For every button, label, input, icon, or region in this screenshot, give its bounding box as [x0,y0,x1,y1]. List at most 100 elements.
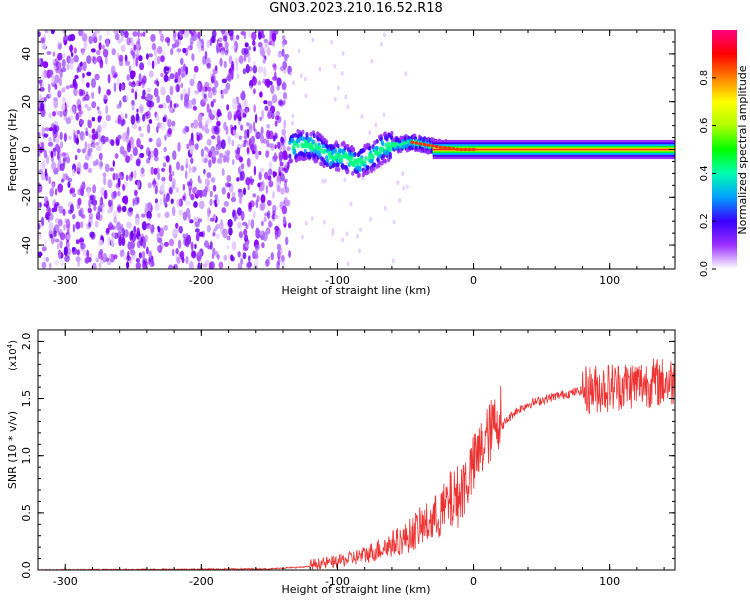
noise-speckle [130,114,136,125]
noise-speckle [214,194,218,200]
noise-speckle [132,57,136,68]
noise-speckle [150,166,154,175]
noise-speckle [159,122,166,131]
noise-speckle [209,198,213,207]
noise-speckle [151,60,155,69]
noise-speckle [133,44,137,51]
noise-speckle [212,86,217,96]
noise-speckle [73,54,79,63]
noise-speckle [69,189,73,195]
noise-speckle [237,262,242,269]
noise-speckle [176,256,181,264]
noise-speckle [135,80,139,87]
noise-speckle [208,261,213,269]
signal-core [467,147,472,152]
noise-speckle [226,149,231,156]
noise-speckle [43,238,47,248]
noise-speckle [57,183,63,193]
noise-speckle [173,103,176,109]
noise-speckle [66,247,72,255]
noise-speckle [221,78,228,84]
noise-speckle [100,187,105,197]
noise-speckle [238,55,244,64]
signal-speckle [351,147,356,152]
noise-speckle [95,73,98,81]
noise-speckle [231,192,236,198]
noise-speckle [199,200,205,210]
noise-speckle [112,210,118,218]
noise-speckle [98,133,101,143]
noise-speckle [124,60,131,66]
noise-speckle [281,254,285,262]
noise-speckle [102,44,105,50]
noise-speckle [310,216,314,221]
noise-speckle [105,55,108,65]
noise-speckle [291,113,295,119]
noise-speckle [246,147,250,154]
noise-speckle [190,251,197,259]
noise-speckle [214,65,218,71]
noise-speckle [269,33,272,44]
signal-speckle [325,139,329,145]
noise-speckle [247,219,251,227]
noise-speckle [268,161,273,169]
noise-speckle [50,30,55,35]
noise-speckle [105,114,111,122]
noise-speckle [340,71,344,76]
snr-background [38,330,675,570]
y-tick-label: 2.0 [20,333,33,351]
noise-speckle [176,48,182,53]
noise-speckle [142,89,146,97]
noise-speckle [146,53,149,60]
noise-speckle [244,47,249,55]
noise-speckle [86,71,92,77]
y-tick-label: 40 [20,47,33,61]
noise-speckle [337,85,340,91]
signal-speckle [312,133,316,139]
noise-speckle [190,122,194,128]
noise-speckle [255,131,261,140]
noise-speckle [87,143,91,150]
noise-speckle [177,68,182,77]
noise-speckle [62,96,66,104]
noise-speckle [217,254,220,260]
noise-speckle [267,100,273,107]
noise-speckle [104,163,110,173]
noise-speckle [175,187,180,193]
noise-speckle [122,252,127,260]
noise-speckle [113,73,117,79]
noise-speckle [274,229,279,236]
noise-speckle [135,115,141,124]
signal-speckle [309,137,313,142]
noise-speckle [304,93,308,99]
noise-speckle [276,52,282,59]
noise-speckle [156,167,160,174]
noise-speckle [349,201,353,207]
noise-speckle [200,38,205,48]
noise-speckle [170,48,174,56]
colorbar-tick-label: 0.2 [699,213,710,229]
noise-speckle [185,157,189,168]
signal-speckle [390,130,394,136]
noise-speckle [126,222,132,229]
noise-speckle [204,240,209,248]
noise-speckle [220,30,226,35]
noise-speckle [41,42,47,50]
noise-speckle [247,46,252,51]
signal-speckle [336,143,340,149]
noise-speckle [184,126,190,133]
noise-speckle [190,132,194,141]
noise-speckle [130,50,135,56]
noise-speckle [86,249,90,259]
noise-speckle [164,66,170,71]
noise-speckle [212,232,216,237]
noise-speckle [404,71,408,77]
noise-speckle [258,150,262,156]
noise-speckle [106,260,112,266]
noise-speckle [230,196,237,203]
noise-speckle [81,77,85,83]
snr-axes: -300 -200 -100 0 100 0.0 0.5 1.0 1.5 2.0 [20,330,675,588]
noise-speckle [186,241,190,248]
noise-speckle [139,144,144,150]
noise-speckle [224,41,229,49]
